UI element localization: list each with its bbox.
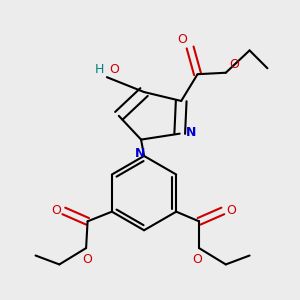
Text: O: O bbox=[226, 204, 236, 218]
Text: O: O bbox=[177, 33, 187, 46]
Text: N: N bbox=[186, 126, 197, 139]
Text: O: O bbox=[109, 63, 119, 76]
Text: N: N bbox=[134, 147, 145, 160]
Text: O: O bbox=[229, 58, 238, 71]
Text: H: H bbox=[94, 63, 104, 76]
Text: O: O bbox=[82, 253, 92, 266]
Text: O: O bbox=[193, 253, 202, 266]
Text: O: O bbox=[51, 204, 61, 218]
